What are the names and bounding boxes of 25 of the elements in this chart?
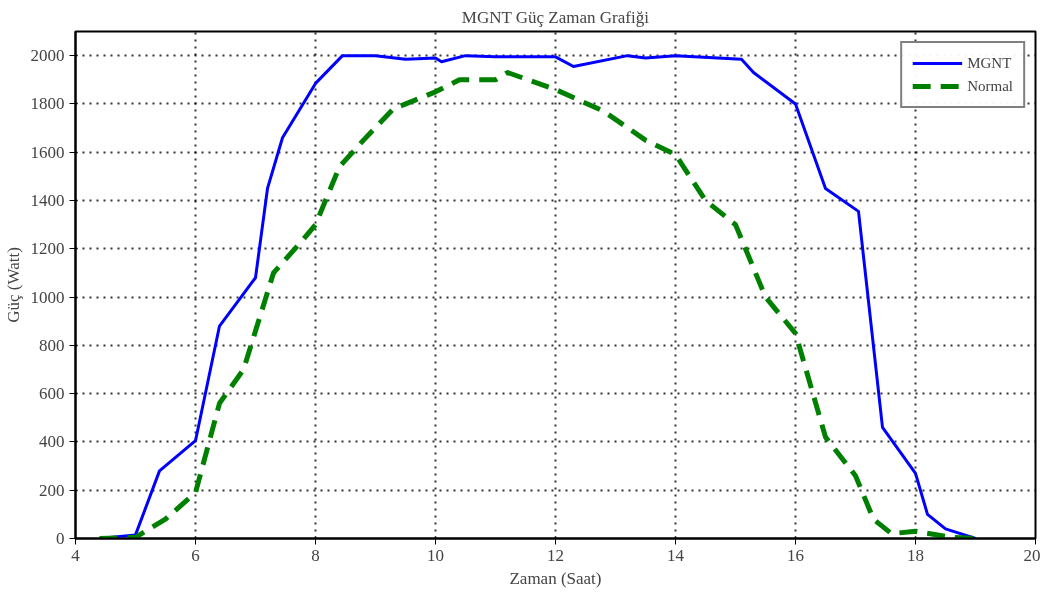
y-tick-label: 1200: [30, 239, 65, 259]
y-tick-label: 600: [39, 384, 65, 404]
legend-label: MGNT: [967, 54, 1012, 72]
y-tick-label: 1400: [30, 191, 65, 210]
legend-label: Normal: [967, 77, 1013, 95]
y-axis-title: Güç (Watt): [3, 247, 23, 323]
x-tick-label: 12: [547, 545, 564, 565]
y-tick-label: 1800: [30, 94, 65, 114]
x-tick-label: 16: [787, 545, 804, 565]
x-axis-title: Zaman (Saat): [509, 568, 602, 588]
x-tick-label: 14: [667, 545, 685, 565]
x-tick-label: 6: [191, 545, 200, 565]
y-tick-label: 1600: [30, 142, 65, 162]
x-tick-label: 18: [907, 545, 924, 565]
x-tick-label: 10: [427, 545, 444, 565]
y-tick-label: 0: [56, 529, 65, 548]
x-tick-label: 4: [71, 545, 81, 565]
y-tick-label: 2000: [30, 46, 65, 66]
y-tick-label: 1000: [30, 287, 65, 307]
y-tick-label: 800: [39, 335, 65, 355]
y-tick-label: 200: [39, 480, 65, 500]
x-tick-label: 20: [1023, 545, 1041, 565]
chart-title: MGNT Güç Zaman Grafiği: [461, 7, 650, 27]
x-tick-label: 8: [311, 545, 320, 565]
y-tick-label: 400: [39, 432, 65, 452]
